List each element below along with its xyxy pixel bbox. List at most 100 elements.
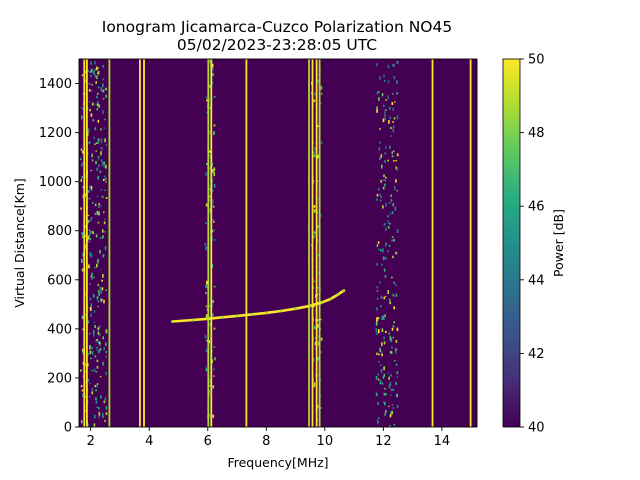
noise-speck (88, 83, 91, 85)
y-tick-label: 0 (64, 421, 72, 436)
noise-speck (387, 290, 389, 294)
noise-speck (80, 419, 83, 424)
noise-speck (389, 223, 391, 225)
noise-speck (377, 402, 379, 405)
noise-speck (90, 254, 93, 258)
noise-speck (376, 297, 379, 300)
noise-speck (390, 199, 393, 202)
noise-speck (394, 206, 397, 211)
noise-speck (104, 397, 107, 401)
noise-speck (90, 61, 92, 65)
noise-speck (100, 205, 102, 207)
noise-speck (99, 250, 101, 254)
noise-speck (384, 152, 386, 155)
noise-speck (103, 211, 105, 214)
noise-speck (88, 241, 90, 243)
noise-speck (378, 353, 380, 356)
noise-speck (394, 360, 396, 362)
noise-speck (100, 141, 103, 144)
y-axis: 0 200 400 600 800 1000 1200 1400 (39, 77, 79, 436)
noise-speck (393, 160, 395, 162)
noise-speck (211, 63, 214, 68)
noise-speck (98, 325, 101, 329)
noise-speck (376, 286, 379, 289)
noise-speck (101, 159, 103, 163)
noise-speck (383, 256, 385, 261)
noise-speck (380, 350, 383, 354)
y-tick-label: 1200 (39, 126, 72, 141)
noise-speck (382, 248, 384, 253)
noise-speck (100, 87, 103, 92)
noise-speck (396, 92, 398, 95)
noise-speck (320, 289, 322, 291)
noise-speck (96, 210, 99, 215)
noise-speck (89, 70, 92, 73)
noise-speck (213, 375, 215, 377)
colorbar-tick-label: 42 (528, 347, 545, 362)
noise-speck (101, 299, 103, 301)
noise-speck (379, 157, 381, 160)
noise-speck (396, 80, 398, 84)
noise-speck (90, 307, 92, 311)
noise-speck (392, 121, 394, 123)
noise-speck (385, 203, 387, 207)
noise-speck (102, 98, 105, 100)
noise-speck (384, 114, 386, 116)
noise-speck (206, 163, 208, 165)
noise-speck (91, 84, 93, 86)
noise-speck (395, 363, 398, 366)
noise-speck (105, 164, 107, 169)
noise-speck (396, 61, 399, 64)
noise-speck (313, 325, 316, 330)
noise-speck (376, 289, 379, 292)
noise-speck (320, 141, 323, 145)
noise-speck (87, 320, 90, 324)
noise-speck (205, 172, 207, 176)
noise-speck (82, 232, 84, 237)
noise-speck (102, 254, 105, 257)
noise-speck (97, 259, 99, 264)
noise-speck (385, 99, 387, 101)
noise-speck (390, 394, 392, 396)
noise-speck (377, 91, 380, 93)
interference-line (108, 59, 111, 427)
chart-subtitle: 05/02/2023-23:28:05 UTC (177, 36, 377, 54)
interference-line (469, 59, 472, 427)
noise-speck (93, 368, 96, 372)
noise-speck (96, 296, 99, 300)
noise-speck (384, 295, 387, 297)
noise-speck (81, 115, 83, 120)
noise-speck (92, 119, 95, 122)
noise-speck (376, 352, 378, 355)
x-axis: 2 4 6 8 10 12 14 (87, 427, 450, 449)
noise-speck (104, 189, 106, 191)
noise-speck (101, 195, 104, 199)
x-tick-label: 4 (145, 434, 153, 449)
noise-speck (87, 353, 90, 355)
interference-line (210, 59, 213, 427)
x-tick-label: 6 (204, 434, 212, 449)
noise-speck (312, 155, 315, 157)
noise-speck (389, 383, 391, 386)
noise-speck (390, 194, 392, 197)
noise-speck (320, 318, 322, 321)
noise-speck (313, 205, 316, 208)
noise-speck (317, 225, 320, 228)
noise-speck (313, 151, 316, 155)
noise-speck (98, 333, 101, 336)
noise-speck (391, 410, 393, 415)
noise-speck (384, 412, 386, 416)
noise-speck (89, 185, 91, 189)
noise-speck (206, 339, 208, 342)
noise-speck (90, 68, 93, 73)
noise-speck (390, 413, 392, 416)
noise-speck (105, 342, 107, 346)
noise-speck (105, 87, 107, 91)
noise-speck (82, 328, 84, 331)
noise-speck (380, 369, 383, 373)
noise-speck (209, 185, 212, 187)
noise-speck (211, 188, 214, 192)
noise-speck (208, 130, 211, 135)
noise-speck (96, 383, 99, 385)
noise-speck (81, 176, 83, 179)
